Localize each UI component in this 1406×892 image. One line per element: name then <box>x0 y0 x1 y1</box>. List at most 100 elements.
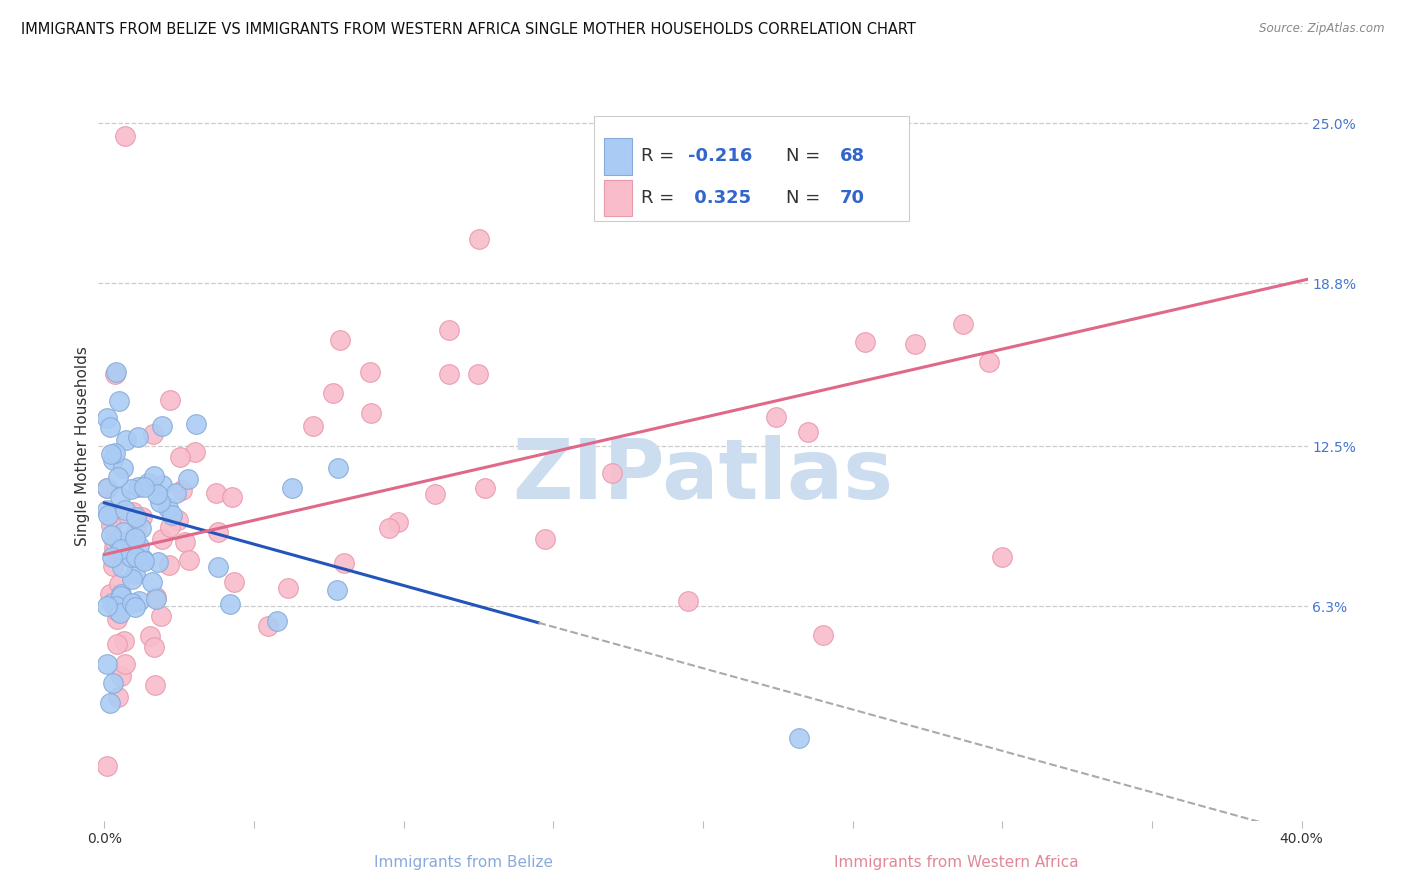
Point <box>129 521 152 535</box>
Point <box>125 549 148 564</box>
Point <box>148 555 170 569</box>
Text: Immigrants from Belize: Immigrants from Belize <box>374 855 554 870</box>
Text: Source: ZipAtlas.com: Source: ZipAtlas.com <box>1260 22 1385 36</box>
Point <box>107 533 129 548</box>
Point <box>120 483 142 497</box>
Point <box>159 520 181 534</box>
Point <box>97 508 120 523</box>
Point <box>359 365 381 379</box>
Point <box>103 533 125 548</box>
Text: 0.325: 0.325 <box>689 189 752 207</box>
Point <box>266 614 288 628</box>
Point <box>205 486 228 500</box>
Point <box>108 393 131 408</box>
Point <box>105 605 128 619</box>
Point <box>110 535 132 549</box>
Point <box>103 675 125 690</box>
Point <box>150 608 173 623</box>
Point <box>96 411 118 425</box>
Point <box>108 508 131 522</box>
Text: IMMIGRANTS FROM BELIZE VS IMMIGRANTS FROM WESTERN AFRICA SINGLE MOTHER HOUSEHOLD: IMMIGRANTS FROM BELIZE VS IMMIGRANTS FRO… <box>21 22 915 37</box>
Point <box>172 483 194 497</box>
Point <box>128 539 150 553</box>
Point <box>128 593 150 607</box>
Text: 68: 68 <box>839 147 865 165</box>
Point <box>132 552 155 566</box>
Point <box>474 481 496 495</box>
Point <box>183 445 205 459</box>
Point <box>114 128 136 143</box>
Point <box>124 567 146 582</box>
Point <box>105 637 128 651</box>
Point <box>105 612 128 626</box>
Point <box>96 599 118 613</box>
Point <box>169 450 191 464</box>
Point <box>165 485 187 500</box>
Point <box>111 524 134 539</box>
Point <box>96 759 118 773</box>
Point <box>107 690 129 704</box>
Point <box>437 323 460 337</box>
Bar <box>603 138 631 175</box>
Point <box>104 599 127 613</box>
Point <box>124 599 146 614</box>
Point <box>121 572 143 586</box>
Point <box>149 495 172 509</box>
Point <box>256 618 278 632</box>
Point <box>467 232 489 246</box>
Point <box>174 535 197 549</box>
FancyBboxPatch shape <box>595 116 908 221</box>
Point <box>157 500 180 515</box>
Point <box>141 575 163 590</box>
Text: N =: N = <box>786 147 825 165</box>
Point <box>811 627 834 641</box>
Point <box>787 731 810 745</box>
Point <box>112 461 135 475</box>
Point <box>110 589 132 603</box>
Point <box>326 461 349 475</box>
Point <box>676 594 699 608</box>
Point <box>101 596 124 610</box>
Point <box>207 560 229 574</box>
Point <box>977 355 1000 369</box>
Text: Immigrants from Western Africa: Immigrants from Western Africa <box>834 855 1078 870</box>
Point <box>797 425 820 440</box>
Point <box>853 334 876 349</box>
Point <box>139 629 162 643</box>
Point <box>125 509 148 524</box>
Point <box>145 590 167 604</box>
Point <box>120 549 142 564</box>
Point <box>112 634 135 648</box>
Point <box>121 596 143 610</box>
Text: R =: R = <box>641 189 681 207</box>
Point <box>111 559 134 574</box>
Point <box>110 587 132 601</box>
Point <box>387 515 409 529</box>
Point <box>219 597 242 611</box>
Point <box>114 657 136 672</box>
Point <box>534 533 557 547</box>
Point <box>131 510 153 524</box>
Point <box>110 542 132 557</box>
Point <box>100 518 122 533</box>
Text: 70: 70 <box>839 189 865 207</box>
Point <box>322 386 344 401</box>
Point <box>160 508 183 522</box>
Point <box>184 417 207 431</box>
Point <box>325 582 347 597</box>
Point <box>600 466 623 480</box>
Text: -0.216: -0.216 <box>689 147 752 165</box>
Point <box>127 429 149 443</box>
Point <box>100 528 122 542</box>
Point <box>207 524 229 539</box>
Point <box>360 406 382 420</box>
Point <box>103 541 125 556</box>
Point <box>124 531 146 545</box>
Point <box>101 550 124 565</box>
Point <box>104 365 127 379</box>
Point <box>280 481 302 495</box>
Point <box>952 317 974 331</box>
Point <box>101 559 124 574</box>
Point <box>991 550 1014 565</box>
Point <box>177 552 200 566</box>
